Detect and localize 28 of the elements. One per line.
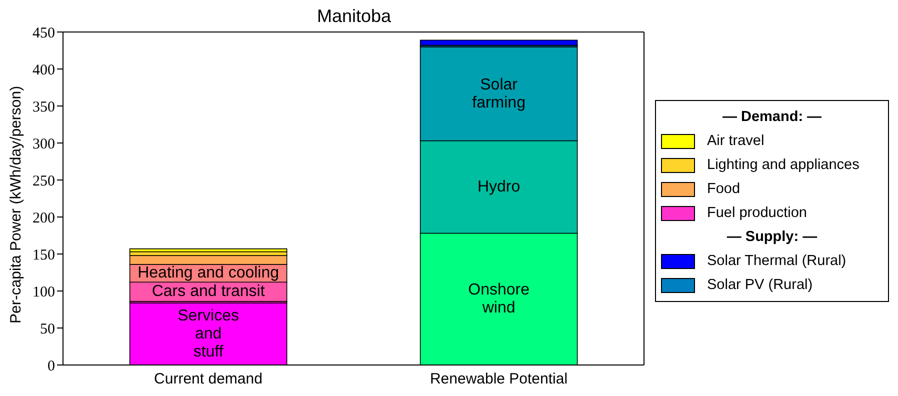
- text: — Demand: —: [721, 108, 823, 127]
- x-tick-label: Renewable Potential: [430, 370, 568, 388]
- y-tick-label: 50: [40, 321, 55, 338]
- series-label: Heating and cooling: [138, 264, 280, 282]
- y-tick-label: 350: [32, 99, 55, 116]
- legend-label: Air travel: [707, 133, 764, 149]
- series-label: Services and stuff: [178, 307, 239, 360]
- series-label: Onshore wind: [468, 282, 530, 317]
- legend-label: Lighting and appliances: [707, 157, 860, 173]
- text: — Supply: —: [726, 228, 818, 247]
- series-label: Cars and transit: [152, 283, 266, 300]
- y-tick-label: 250: [32, 173, 55, 190]
- legend-label: Solar Thermal (Rural): [707, 253, 846, 269]
- y-tick-label: 150: [32, 247, 55, 264]
- legend-label: Fuel production: [707, 205, 807, 221]
- series-label: Hydro: [477, 178, 520, 196]
- x-tick-label: Current demand: [154, 370, 262, 388]
- y-tick-label: 450: [32, 25, 55, 42]
- y-axis-title: Per-capita Power (kWh/day/person): [7, 86, 24, 324]
- series-label: Solar farming: [472, 76, 526, 112]
- y-tick-label: 100: [32, 284, 55, 300]
- y-tick-label: 400: [32, 62, 55, 78]
- legend-label: Food: [707, 181, 740, 197]
- legend-label: Solar PV (Rural): [707, 277, 813, 293]
- y-tick-label: 200: [32, 210, 55, 226]
- chart-title: Manitoba: [316, 6, 392, 27]
- y-tick-label: 300: [32, 136, 55, 152]
- y-tick-label: 0: [48, 358, 55, 374]
